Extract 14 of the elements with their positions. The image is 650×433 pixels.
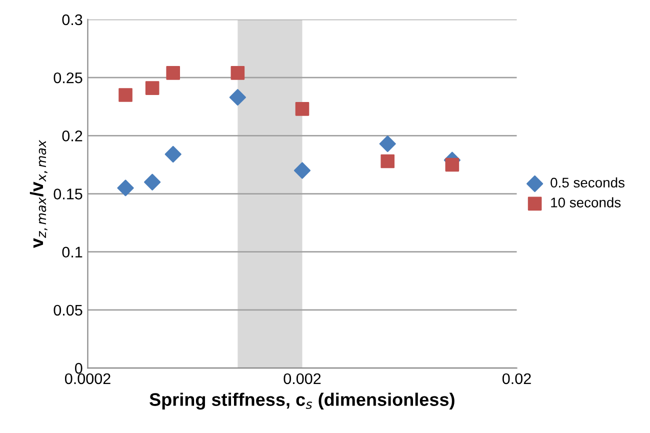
x-tick-label: 0.002 [284,373,321,384]
y-tick-label: 0.3 [62,14,82,26]
legend-label: 0.5 seconds [550,177,624,188]
y-tick-label: 0 [74,362,82,374]
y-tick-label: 0.1 [62,246,82,258]
x-tick-label: 0.0002 [64,373,110,384]
x-tick-label: 0.02 [502,373,531,384]
y-axis-title: v$_{z,max}$/v$_{x,max}$ [30,140,48,248]
x-axis-title: Spring stiffness, c$_{s}$ (dimensionless) [150,392,454,410]
legend-label: 10 seconds [551,197,621,208]
y-tick-label: 0.15 [54,188,82,200]
y-tick-label: 0.25 [54,72,82,84]
y-tick-label: 0.05 [54,304,82,316]
y-tick-label: 0.2 [62,130,82,142]
